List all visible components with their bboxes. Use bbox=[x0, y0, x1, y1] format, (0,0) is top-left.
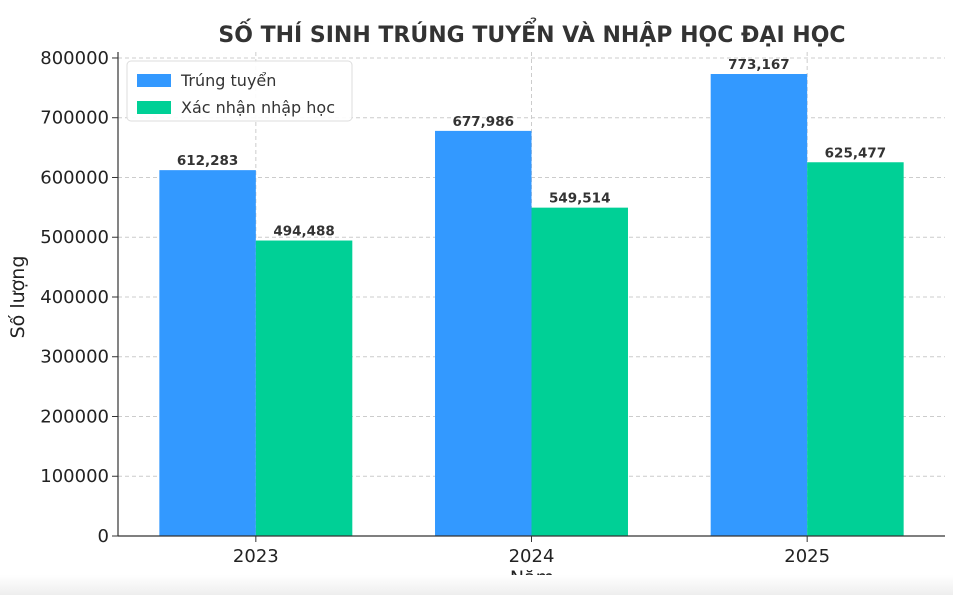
y-tick-label: 300000 bbox=[40, 347, 109, 368]
y-tick-label: 700000 bbox=[40, 108, 109, 129]
bar-value-label: 625,477 bbox=[825, 145, 887, 161]
bar-value-label: 612,283 bbox=[177, 153, 239, 169]
y-tick-label: 200000 bbox=[40, 406, 109, 427]
x-tick-label: 2023 bbox=[233, 546, 279, 567]
x-axis-ticks: 2023 2024 2025 bbox=[233, 536, 830, 567]
bar-value-label: 773,167 bbox=[728, 57, 790, 73]
x-tick-label: 2025 bbox=[784, 546, 830, 567]
bar-value-label: 494,488 bbox=[273, 224, 335, 240]
bar-value-label: 549,514 bbox=[549, 191, 611, 207]
legend-label: Trúng tuyển bbox=[180, 71, 276, 90]
y-tick-label: 0 bbox=[98, 526, 109, 547]
y-tick-label: 100000 bbox=[40, 466, 109, 487]
y-axis-ticks: 0 100000 200000 300000 400000 500000 600000 700… bbox=[40, 48, 118, 547]
y-tick-label: 500000 bbox=[40, 227, 109, 248]
legend-label: Xác nhận nhập học bbox=[181, 98, 335, 117]
bar-trung-tuyen-2024 bbox=[435, 130, 532, 536]
bar-xac-nhan-2024 bbox=[531, 207, 628, 536]
bar-value-labels: 612,283 494,488 677,986 549,514 773,167 625,4… bbox=[177, 57, 886, 240]
bar-trung-tuyen-2023 bbox=[159, 170, 256, 536]
bar-value-label: 677,986 bbox=[453, 114, 515, 130]
x-tick-label: 2024 bbox=[509, 546, 555, 567]
bar-trung-tuyen-2025 bbox=[710, 74, 808, 537]
bottom-fade bbox=[0, 575, 953, 595]
legend-swatch-trung-tuyen bbox=[137, 74, 171, 87]
y-tick-label: 600000 bbox=[40, 167, 109, 188]
bars-group bbox=[159, 74, 904, 537]
bar-xac-nhan-2025 bbox=[807, 162, 904, 537]
y-axis-label: Số lượng bbox=[7, 256, 29, 339]
chart-title: SỐ THÍ SINH TRÚNG TUYỂN VÀ NHẬP HỌC ĐẠI … bbox=[218, 19, 845, 48]
legend-swatch-xac-nhan bbox=[137, 101, 171, 114]
bar-xac-nhan-2023 bbox=[255, 240, 353, 537]
y-tick-label: 800000 bbox=[40, 48, 109, 69]
legend: Trúng tuyển Xác nhận nhập học bbox=[126, 60, 353, 122]
legend-box bbox=[126, 60, 353, 122]
y-tick-label: 400000 bbox=[40, 287, 109, 308]
